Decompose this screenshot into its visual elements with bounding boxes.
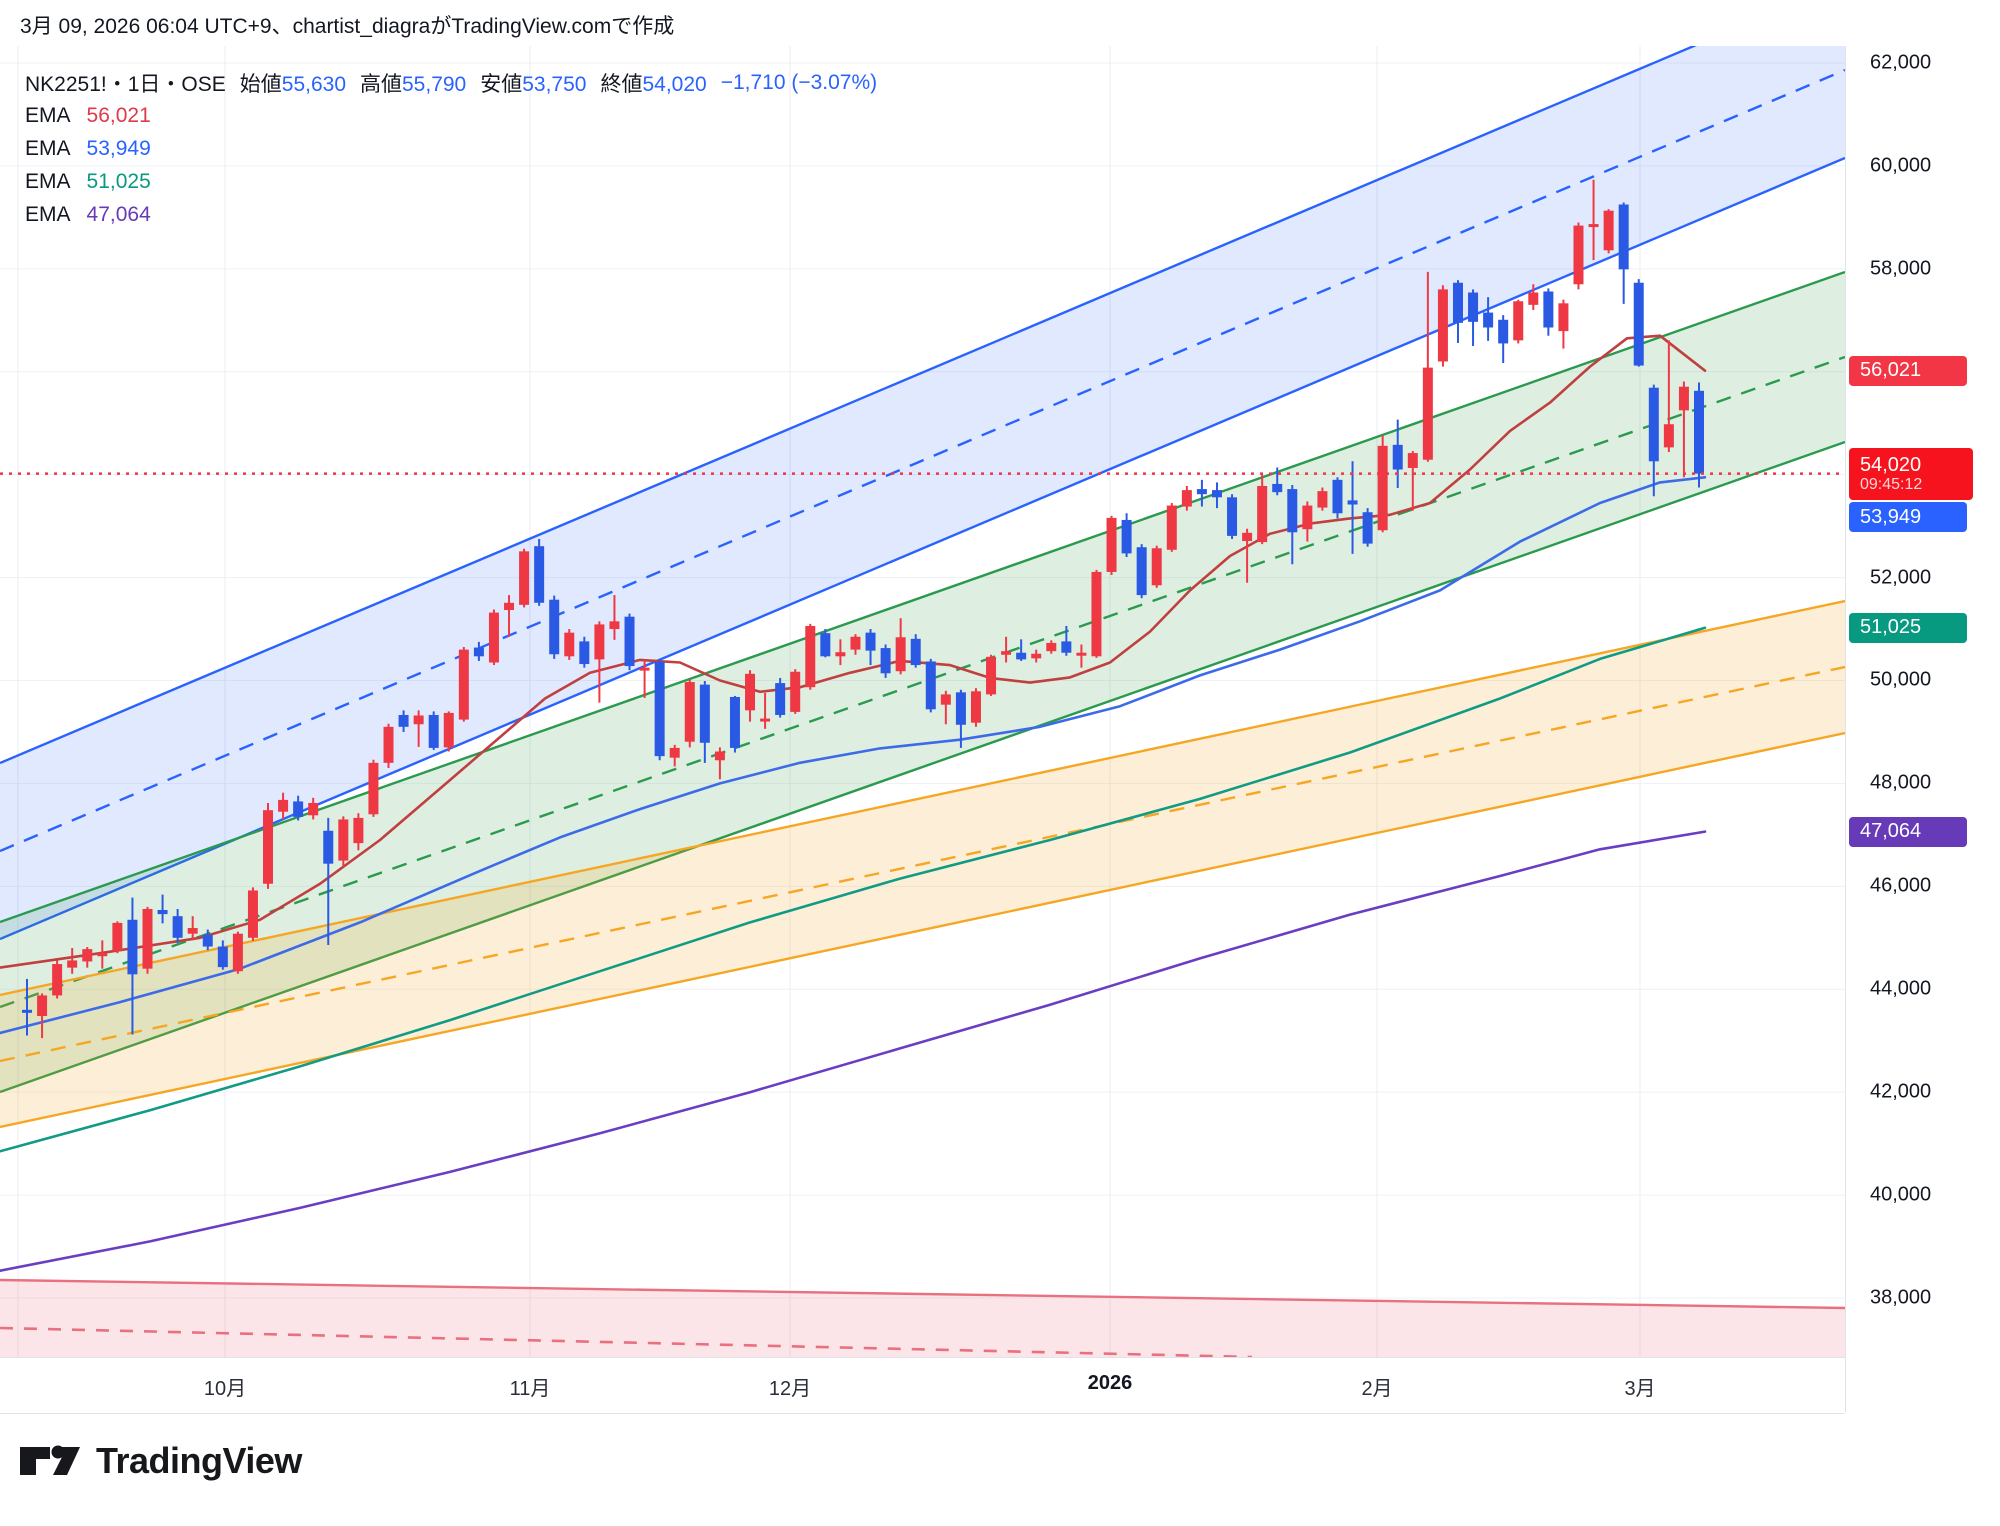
ema-legend-row-4[interactable]: EMA 47,064 [25, 198, 877, 231]
time-tick-label: 2026 [1087, 1372, 1133, 1394]
ema-value: 47,064 [86, 202, 151, 226]
ema-value: 53,949 [86, 136, 151, 160]
ema-label: EMA [25, 169, 71, 193]
price-tick-label: 40,000 [1870, 1183, 1932, 1206]
ohlc-value: 始値55,630 [239, 72, 346, 96]
ema-value: 56,021 [86, 103, 151, 127]
ohlc-value: 高値55,790 [360, 72, 467, 96]
price-tick-label: 48,000 [1870, 771, 1932, 794]
time-axis[interactable]: 10月 11月 12月 2026 2月 3月 [0, 1357, 1845, 1414]
price-tick-label: 62,000 [1870, 51, 1932, 74]
price-tick-label: 52,000 [1870, 566, 1932, 589]
ema-legend-row-3[interactable]: EMA 51,025 [25, 165, 877, 198]
price-badge: 51,025 [1849, 612, 1967, 643]
price-badge: 53,949 [1849, 502, 1967, 533]
price-tick-label: 50,000 [1870, 668, 1932, 691]
time-tick-label: 12月 [768, 1378, 812, 1400]
price-tick-label: 44,000 [1870, 977, 1932, 1000]
time-tick-label: 2月 [1361, 1378, 1393, 1400]
symbol-title[interactable]: NK2251!・1日・OSE [25, 72, 226, 96]
ema-legend-rows: EMA 56,021 EMA 53,949 EMA 51,025 EMA 47,064 [25, 99, 877, 231]
ema-label: EMA [25, 136, 71, 160]
price-badge: 47,064 [1849, 816, 1967, 847]
price-tick-label: 46,000 [1870, 874, 1932, 897]
EMA-long-purple [0, 830, 1707, 1272]
price-axis[interactable]: 62,000 60,000 58,000 52,000 50,000 48,000 46,0… [1845, 46, 2000, 1412]
symbol-ohlc-row[interactable]: NK2251!・1日・OSE 始値55,630 高値55,790 安値53,750 終… [25, 66, 877, 99]
time-tick-label: 10月 [203, 1378, 247, 1400]
price-badge: 54,020 09:45:12 [1849, 447, 1973, 500]
ohlc-value: 終値54,020 [600, 72, 707, 96]
tradingview-logo[interactable]: TradingView [18, 1440, 302, 1482]
price-tick-label: 42,000 [1870, 1080, 1932, 1103]
ema-legend-row-2[interactable]: EMA 53,949 [25, 132, 877, 165]
tradingview-logo-icon [20, 1445, 80, 1475]
time-tick-label: 3月 [1624, 1378, 1656, 1400]
price-tick-label: 38,000 [1870, 1286, 1932, 1309]
attribution-text: 3月 09, 2026 06:04 UTC+9、chartist_diagraが… [20, 15, 675, 38]
ema-label: EMA [25, 202, 71, 226]
price-tick-label: 60,000 [1870, 154, 1932, 177]
chart-legend: NK2251!・1日・OSE 始値55,630 高値55,790 安値53,750 終… [25, 66, 877, 231]
EMA-slow-teal [0, 626, 1707, 1153]
ema-value: 51,025 [86, 169, 151, 193]
change-value: −1,710 (−3.07%) [720, 70, 878, 94]
tradingview-logo-text: TradingView [96, 1440, 302, 1481]
ema-label: EMA [25, 103, 71, 127]
ema-legend-row-1[interactable]: EMA 56,021 [25, 99, 877, 132]
ohlc-value: 安値53,750 [480, 72, 587, 96]
time-tick-label: 11月 [509, 1378, 551, 1400]
price-tick-label: 58,000 [1870, 257, 1932, 280]
price-badge: 56,021 [1849, 355, 1967, 386]
